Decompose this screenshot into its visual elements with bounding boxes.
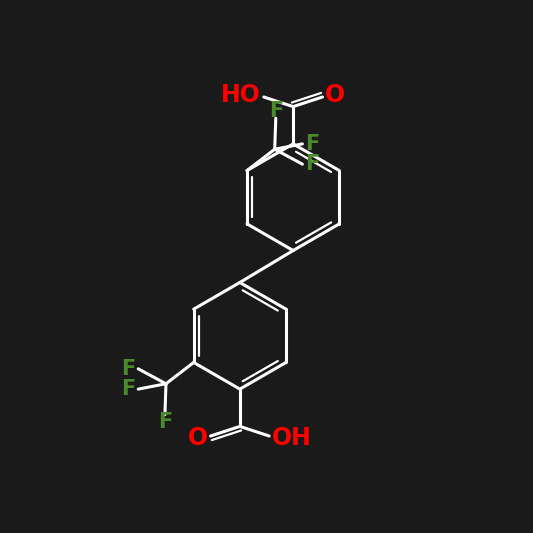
Text: F: F <box>122 359 136 379</box>
Text: F: F <box>305 154 319 174</box>
Text: F: F <box>122 379 136 399</box>
Text: HO: HO <box>221 83 261 107</box>
Text: F: F <box>158 412 172 432</box>
Text: F: F <box>269 101 283 121</box>
Text: O: O <box>188 426 208 450</box>
Text: F: F <box>305 134 319 154</box>
Text: OH: OH <box>272 426 312 450</box>
Text: O: O <box>325 83 345 107</box>
